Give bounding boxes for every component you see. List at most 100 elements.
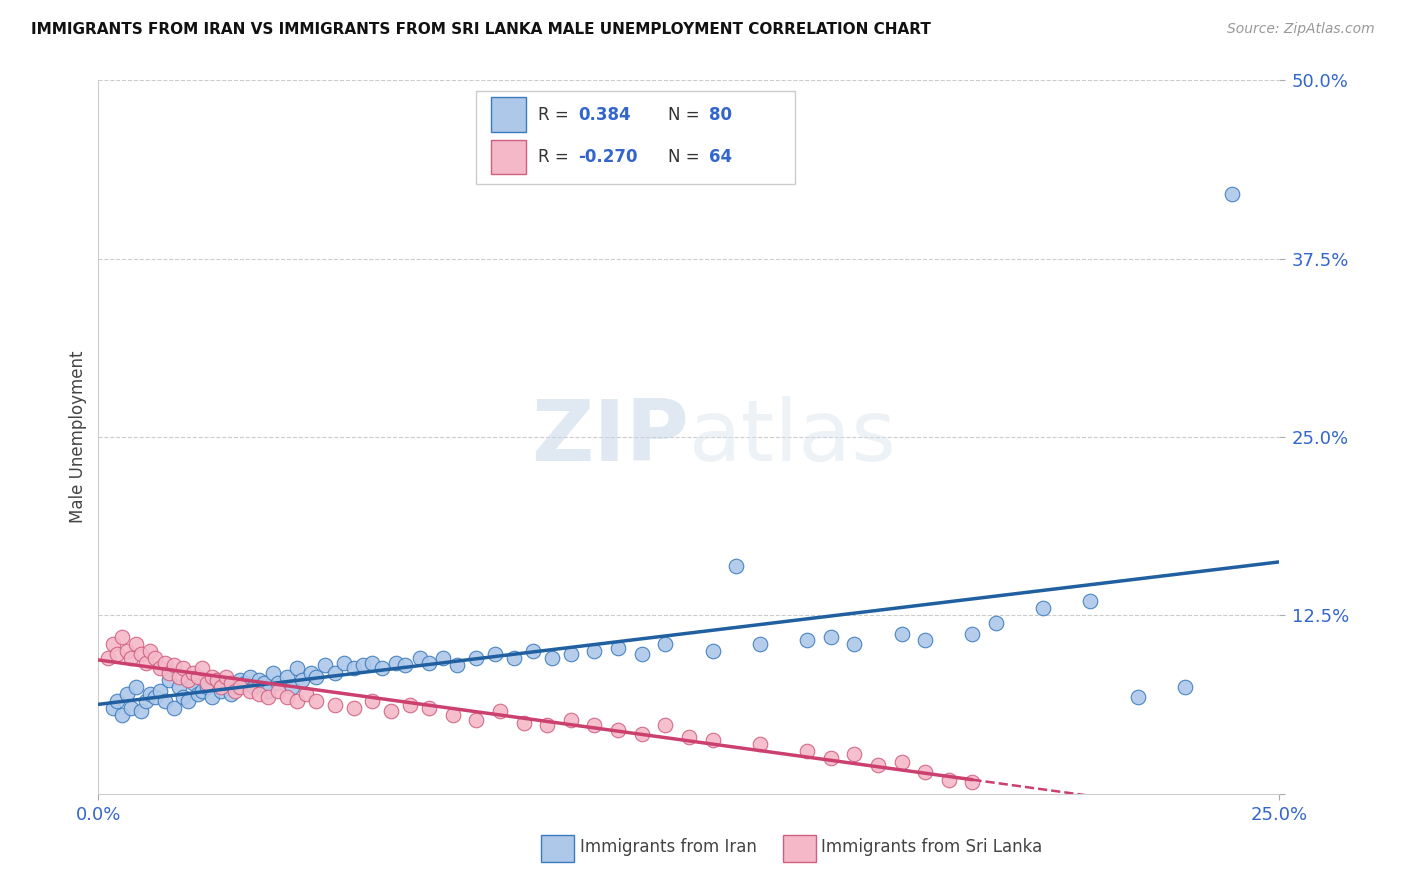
- Point: [371, 661, 394, 675]
- Point: [512, 715, 534, 730]
- Point: [352, 658, 374, 673]
- Text: R =: R =: [537, 105, 574, 123]
- Point: [267, 675, 290, 690]
- Text: 64: 64: [709, 148, 733, 166]
- Point: [167, 680, 190, 694]
- Point: [914, 765, 936, 780]
- Point: [177, 694, 200, 708]
- Point: [143, 690, 166, 704]
- Text: ZIP: ZIP: [531, 395, 689, 479]
- Point: [725, 558, 748, 573]
- Point: [143, 651, 166, 665]
- Point: [257, 690, 280, 704]
- Point: [361, 656, 384, 670]
- Point: [503, 651, 526, 665]
- Point: [522, 644, 544, 658]
- Text: 80: 80: [709, 105, 733, 123]
- Point: [432, 651, 454, 665]
- Point: [385, 656, 408, 670]
- Point: [418, 701, 440, 715]
- Point: [229, 680, 252, 694]
- Point: [323, 698, 346, 713]
- Point: [239, 670, 262, 684]
- Point: [820, 630, 842, 644]
- Point: [342, 701, 364, 715]
- Point: [135, 694, 157, 708]
- Text: N =: N =: [668, 148, 704, 166]
- Point: [201, 670, 224, 684]
- Point: [267, 684, 290, 698]
- Point: [299, 665, 322, 680]
- Point: [938, 772, 960, 787]
- Point: [465, 713, 488, 727]
- Point: [111, 708, 134, 723]
- Point: [121, 651, 143, 665]
- Point: [984, 615, 1007, 630]
- Point: [247, 687, 270, 701]
- Bar: [491, 97, 526, 132]
- Point: [820, 751, 842, 765]
- Point: [560, 713, 582, 727]
- Point: [239, 684, 262, 698]
- Point: [323, 665, 346, 680]
- Text: atlas: atlas: [689, 395, 897, 479]
- Point: [914, 632, 936, 647]
- Point: [163, 658, 186, 673]
- Point: [702, 732, 724, 747]
- Point: [630, 647, 652, 661]
- Text: N =: N =: [668, 105, 704, 123]
- Point: [1080, 594, 1102, 608]
- Point: [295, 687, 318, 701]
- Point: [285, 661, 308, 675]
- Point: [844, 637, 866, 651]
- Point: [253, 675, 276, 690]
- Point: [394, 658, 416, 673]
- Text: Source: ZipAtlas.com: Source: ZipAtlas.com: [1227, 22, 1375, 37]
- Point: [135, 656, 157, 670]
- Point: [243, 680, 266, 694]
- Point: [465, 651, 488, 665]
- Point: [583, 644, 606, 658]
- Point: [153, 656, 176, 670]
- Point: [333, 656, 356, 670]
- Point: [149, 661, 172, 675]
- Point: [630, 727, 652, 741]
- Point: [844, 747, 866, 761]
- Point: [229, 673, 252, 687]
- Point: [890, 627, 912, 641]
- Point: [172, 690, 194, 704]
- Point: [163, 701, 186, 715]
- Point: [441, 708, 464, 723]
- Point: [129, 704, 152, 718]
- Point: [149, 684, 172, 698]
- Point: [115, 644, 138, 658]
- Point: [205, 673, 228, 687]
- Point: [129, 647, 152, 661]
- Point: [157, 665, 180, 680]
- Point: [342, 661, 364, 675]
- Point: [195, 675, 218, 690]
- Point: [101, 701, 124, 715]
- Point: [262, 665, 284, 680]
- Point: [678, 730, 700, 744]
- Point: [191, 684, 214, 698]
- Point: [215, 670, 238, 684]
- Point: [1126, 690, 1149, 704]
- Point: [97, 651, 120, 665]
- Point: [408, 651, 430, 665]
- Point: [105, 647, 128, 661]
- Bar: [541, 835, 575, 862]
- Point: [305, 670, 328, 684]
- Point: [285, 694, 308, 708]
- Point: [702, 644, 724, 658]
- Text: Immigrants from Iran: Immigrants from Iran: [581, 838, 758, 856]
- Point: [866, 758, 889, 772]
- Point: [446, 658, 468, 673]
- Bar: [783, 835, 817, 862]
- Point: [121, 701, 143, 715]
- Point: [796, 632, 818, 647]
- Point: [560, 647, 582, 661]
- Point: [139, 687, 162, 701]
- Point: [219, 675, 242, 690]
- Point: [276, 670, 298, 684]
